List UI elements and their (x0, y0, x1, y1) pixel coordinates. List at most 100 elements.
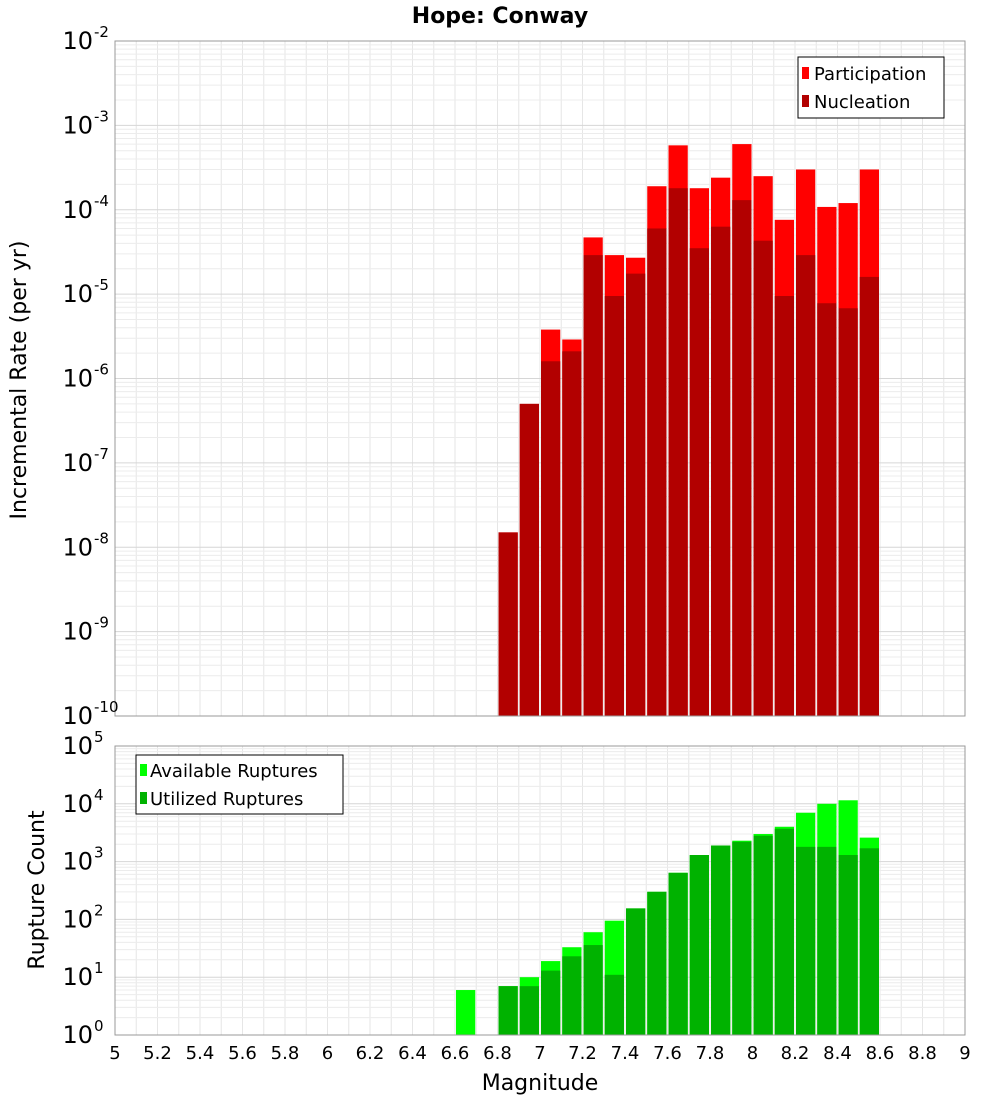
y-tick-exponent: 4 (94, 786, 104, 804)
y-tick-label: 10 (62, 533, 93, 561)
y-tick-label: 10 (62, 790, 93, 818)
top-y-axis-label: Incremental Rate (per yr) (7, 241, 32, 520)
nucleation-bar (838, 308, 858, 716)
x-tick-label: 6.4 (398, 1043, 427, 1064)
x-tick-label: 5.8 (271, 1043, 300, 1064)
available-bar (456, 990, 476, 1035)
utilized-legend-label: Utilized Ruptures (150, 789, 303, 810)
utilized-bar (626, 908, 646, 1035)
utilized-legend-swatch (140, 792, 147, 804)
y-tick-exponent: 0 (94, 1017, 104, 1035)
utilized-bar (519, 986, 539, 1035)
x-tick-label: 8.4 (823, 1043, 852, 1064)
x-tick-label: 6.6 (441, 1043, 470, 1064)
top-y-ticks: 10-210-310-410-510-610-710-810-910-10 (62, 23, 118, 730)
y-tick-exponent: -5 (94, 276, 109, 294)
x-tick-label: 7.4 (611, 1043, 640, 1064)
y-tick-exponent: -10 (94, 698, 119, 716)
nucleation-bar (732, 200, 752, 716)
nucleation-bar (541, 361, 561, 716)
x-tick-label: 9 (959, 1043, 970, 1064)
y-tick-label: 10 (62, 449, 93, 477)
bottom-legend: Available Ruptures Utilized Ruptures (135, 754, 344, 815)
nucleation-bar (583, 255, 603, 716)
x-tick-label: 8.8 (908, 1043, 937, 1064)
x-tick-label: 7 (534, 1043, 545, 1064)
bottom-bars (456, 800, 879, 1035)
utilized-bar (859, 848, 879, 1035)
y-tick-exponent: -8 (94, 529, 109, 547)
y-tick-label: 10 (62, 905, 93, 933)
y-tick-exponent: -4 (94, 192, 109, 210)
y-tick-label: 10 (62, 1021, 93, 1049)
x-tick-label: 6.2 (356, 1043, 385, 1064)
y-tick-label: 10 (62, 618, 93, 646)
nucleation-bar (796, 255, 816, 716)
bottom-legend-box (135, 754, 344, 815)
y-tick-label: 10 (62, 365, 93, 393)
utilized-bar (647, 891, 667, 1035)
available-legend-label: Available Ruptures (150, 761, 318, 782)
nucleation-bar (753, 240, 773, 717)
y-tick-label: 10 (62, 27, 93, 55)
top-legend: Participation Nucleation (797, 56, 945, 119)
x-tick-label: 7.8 (696, 1043, 725, 1064)
top-grid (114, 41, 966, 717)
y-tick-exponent: -3 (94, 107, 109, 125)
y-tick-label: 10 (62, 848, 93, 876)
x-tick-label: 7.2 (568, 1043, 597, 1064)
x-tick-label: 8.6 (866, 1043, 895, 1064)
x-tick-label: 8 (747, 1043, 758, 1064)
x-tick-label: 5.4 (186, 1043, 215, 1064)
bottom-plot-frame (114, 745, 966, 1036)
nucleation-bar (774, 296, 794, 716)
x-tick-label: 5.2 (143, 1043, 172, 1064)
utilized-bar (562, 956, 582, 1035)
nucleation-bar (626, 273, 646, 716)
nucleation-bar (604, 296, 624, 716)
y-tick-exponent: 1 (94, 959, 104, 977)
y-tick-exponent: -9 (94, 614, 109, 632)
nucleation-bar (647, 228, 667, 716)
y-tick-exponent: 2 (94, 901, 104, 919)
y-tick-exponent: 5 (94, 728, 104, 746)
y-tick-exponent: 3 (94, 844, 104, 862)
nucleation-bar (817, 303, 837, 716)
top-plot-frame (114, 40, 966, 717)
utilized-bar (711, 845, 731, 1035)
utilized-bar (753, 835, 773, 1035)
x-tick-label: 5 (109, 1043, 120, 1064)
y-tick-label: 10 (62, 196, 93, 224)
y-tick-exponent: -6 (94, 361, 109, 379)
nucleation-bar (859, 276, 879, 716)
top-legend-box (797, 56, 945, 119)
utilized-bar (817, 846, 837, 1035)
x-tick-label: 5.6 (228, 1043, 257, 1064)
y-tick-label: 10 (62, 702, 93, 730)
participation-legend-swatch (802, 67, 809, 79)
y-tick-label: 10 (62, 963, 93, 991)
x-tick-label: 6 (322, 1043, 333, 1064)
utilized-bar (732, 841, 752, 1035)
utilized-bar (796, 846, 816, 1035)
nucleation-bar (689, 248, 709, 717)
nucleation-legend-label: Nucleation (814, 92, 910, 113)
utilized-bar (689, 855, 709, 1035)
nucleation-bar (562, 351, 582, 716)
top-bars (498, 144, 879, 717)
utilized-bar (541, 970, 561, 1035)
y-tick-label: 10 (62, 280, 93, 308)
utilized-bar (498, 986, 518, 1035)
utilized-bar (583, 945, 603, 1035)
bottom-grid (114, 746, 966, 1036)
x-tick-label: 7.6 (653, 1043, 682, 1064)
y-tick-label: 10 (62, 732, 93, 760)
utilized-bar (774, 828, 794, 1035)
available-legend-swatch (140, 764, 147, 776)
chart-title: Hope: Conway (412, 4, 588, 29)
participation-legend-label: Participation (814, 64, 926, 85)
nucleation-legend-swatch (802, 95, 809, 107)
